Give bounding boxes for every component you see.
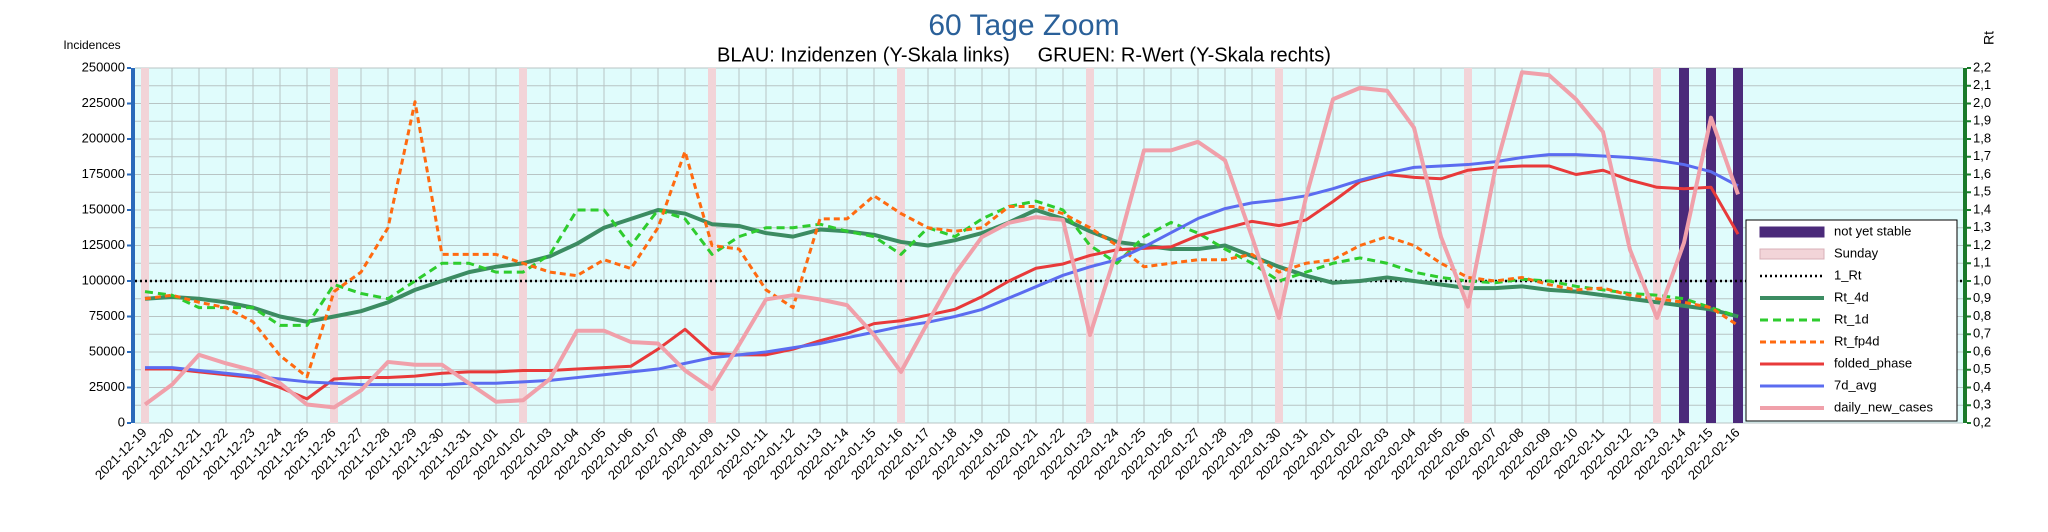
- y2-tick-label: 0,9: [1973, 290, 1991, 305]
- y-tick-label: 250000: [82, 59, 125, 74]
- y2-tick-label: 1,7: [1973, 148, 1991, 163]
- series-line: [145, 153, 1739, 387]
- y2-tick-label: 0,3: [1973, 397, 1991, 412]
- band: [1733, 68, 1743, 423]
- band: [1653, 68, 1661, 423]
- y2-tick-label: 0,8: [1973, 308, 1991, 323]
- chart-subtitle: BLAU: Inzidenzen (Y-Skala links) GRUEN: …: [717, 44, 1331, 66]
- band: [1464, 68, 1472, 423]
- y-tick-label: 50000: [89, 343, 125, 358]
- y2-tick-label: 2,1: [1973, 77, 1991, 92]
- legend-label: Sunday: [1834, 245, 1879, 260]
- y2-tick-label: 1,5: [1973, 184, 1991, 199]
- band: [1275, 68, 1283, 423]
- band: [897, 68, 905, 423]
- y-tick-label: 125000: [82, 237, 125, 252]
- y2-tick-label: 1,6: [1973, 166, 1991, 181]
- y2-tick-label: 2,2: [1973, 59, 1991, 74]
- legend-label: Rt_4d: [1834, 289, 1869, 304]
- y-tick-label: 75000: [89, 308, 125, 323]
- legend-label: Rt_1d: [1834, 311, 1869, 326]
- chart-title: 60 Tage Zoom: [928, 9, 1119, 42]
- y-axis-title: Incidences: [63, 38, 120, 52]
- band: [330, 68, 338, 423]
- band: [141, 68, 149, 423]
- band: [519, 68, 527, 423]
- y-tick-label: 25000: [89, 379, 125, 394]
- y2-tick-label: 2,0: [1973, 95, 1991, 110]
- legend-label: Rt_fp4d: [1834, 333, 1880, 348]
- legend-swatch: [1759, 226, 1825, 238]
- band: [1706, 68, 1716, 423]
- y2-tick-label: 0,7: [1973, 326, 1991, 341]
- y-tick-label: 0: [118, 414, 125, 429]
- series-line: [143, 70, 1740, 410]
- y2-tick-label: 1,1: [1973, 255, 1991, 270]
- legend-label: not yet stable: [1834, 223, 1911, 238]
- y-tick-label: 175000: [82, 166, 125, 181]
- y-tick-label: 225000: [82, 95, 125, 110]
- legend-label: 7d_avg: [1834, 377, 1877, 392]
- y2-tick-label: 0,2: [1973, 414, 1991, 429]
- y2-tick-label: 1,9: [1973, 113, 1991, 128]
- legend-swatch: [1759, 248, 1825, 260]
- y2-tick-label: 0,4: [1973, 379, 1991, 394]
- y2-tick-label: 1,2: [1973, 237, 1991, 252]
- y-tick-label: 200000: [82, 130, 125, 145]
- series-line: [145, 164, 1740, 401]
- legend-label: 1_Rt: [1834, 267, 1862, 282]
- y2-tick-label: 0,5: [1973, 361, 1991, 376]
- y2-tick-label: 1,3: [1973, 219, 1991, 234]
- y2-tick-label: 1,8: [1973, 130, 1991, 145]
- y2-tick-label: 1,0: [1973, 272, 1991, 287]
- y2-tick-label: 0,6: [1973, 343, 1991, 358]
- y-tick-label: 150000: [82, 201, 125, 216]
- y2-tick-label: 1,4: [1973, 201, 1991, 216]
- y-tick-label: 100000: [82, 272, 125, 287]
- y2-axis-title: Rt: [1981, 31, 1997, 45]
- legend-label: folded_phase: [1834, 355, 1912, 370]
- band: [1086, 68, 1094, 423]
- legend-label: daily_new_cases: [1834, 399, 1934, 414]
